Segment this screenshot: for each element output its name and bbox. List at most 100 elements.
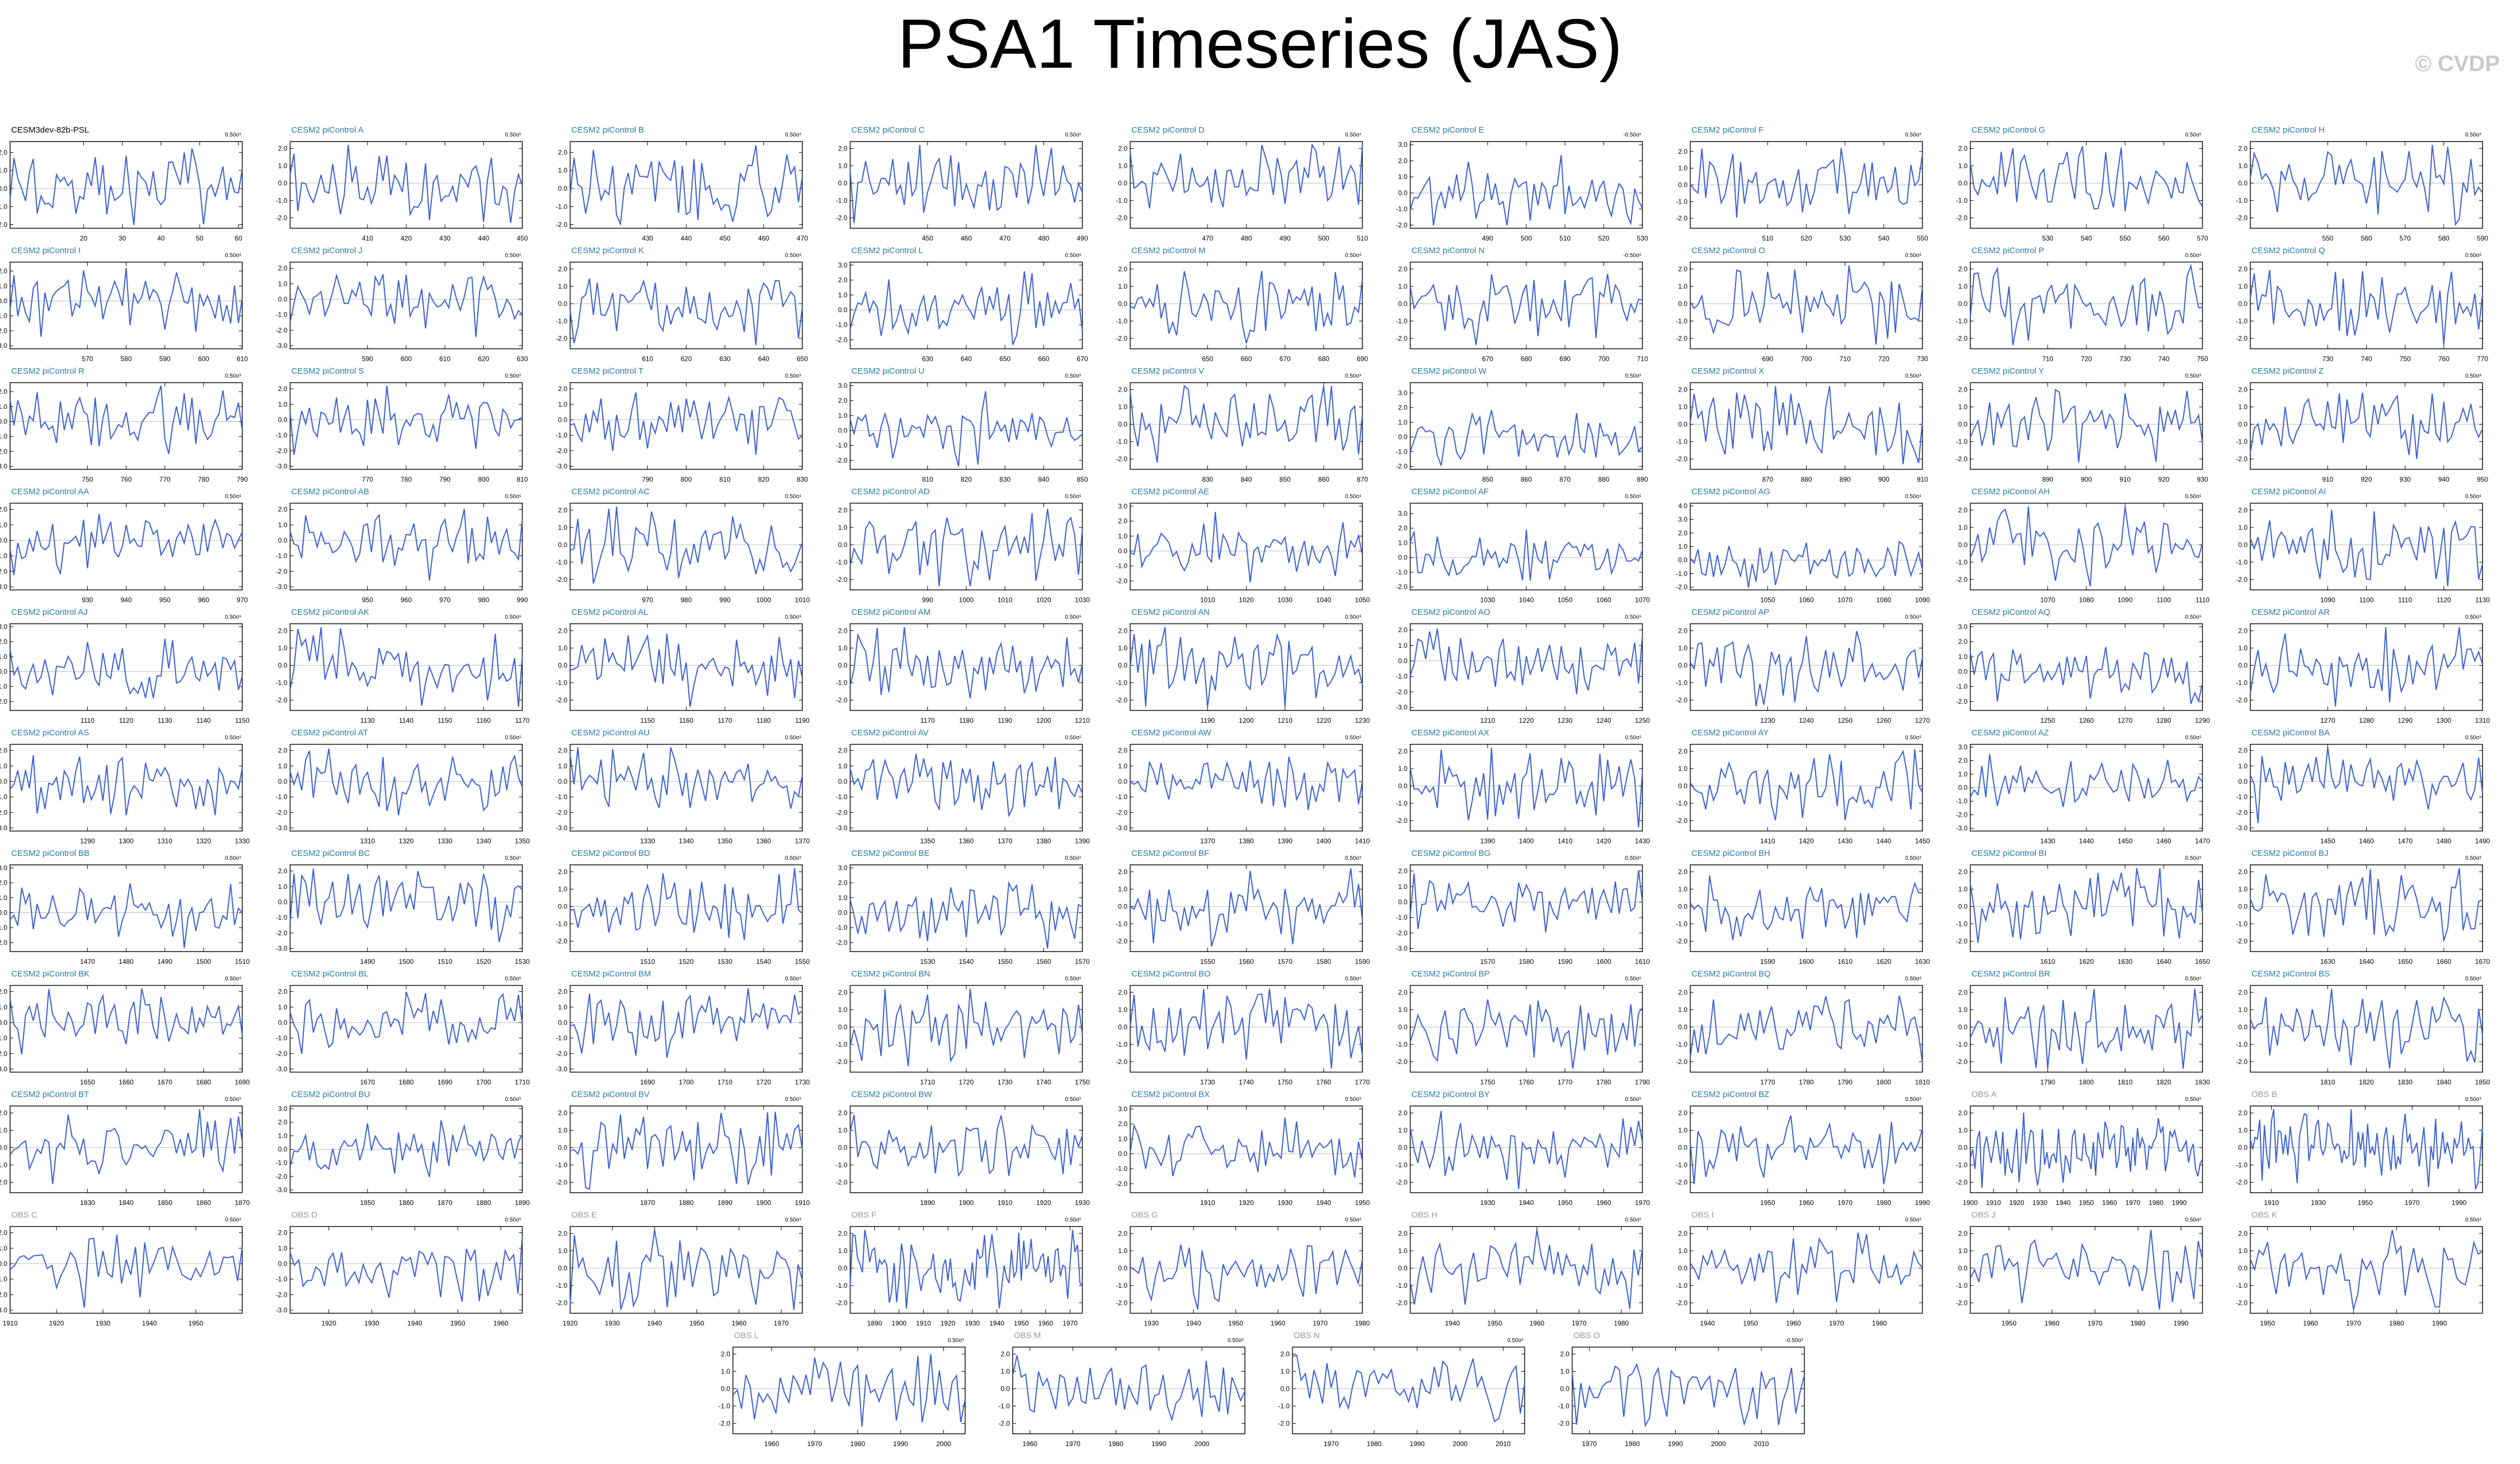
- pc-variance-label: 0.50σ¹: [2185, 494, 2202, 500]
- pc-variance-label: 0.50σ¹: [2185, 1217, 2202, 1223]
- timeseries-panel: CESM2 piControl BN 0.50σ¹ 2.0 1.0 0.0 -1.0 -2.…: [836, 969, 1090, 1086]
- x-tick-label: 1650: [2195, 958, 2210, 966]
- pc-variance-label: 0.50σ¹: [1905, 132, 1922, 138]
- x-tick-label: 1920: [1036, 1199, 1051, 1207]
- x-tick-label: 1080: [2079, 596, 2094, 604]
- y-tick-label: 1.0: [838, 644, 848, 652]
- x-tick-label: 860: [1521, 476, 1532, 483]
- y-tick-label: 1.0: [1118, 1135, 1127, 1143]
- timeseries-line: [10, 1109, 243, 1184]
- y-tick-label: -2.0: [998, 1419, 1010, 1427]
- x-tick-label: 1930: [605, 1320, 620, 1328]
- pc-variance-label: 0.50σ¹: [225, 1217, 242, 1223]
- panel-label: CESM2 piControl W: [1412, 366, 1487, 376]
- y-tick-label: 1.0: [2238, 762, 2248, 770]
- pc-variance-label: 0.50σ¹: [505, 976, 522, 982]
- x-tick-label: 1990: [1915, 1199, 1930, 1207]
- y-tick-label: 2.0: [1398, 1230, 1408, 1237]
- x-tick-label: 490: [1076, 234, 1088, 242]
- y-tick-label: 2.0: [0, 747, 7, 755]
- y-tick-label: 0.0: [1000, 1385, 1010, 1392]
- panel-label: CESM2 piControl P: [1972, 246, 2044, 256]
- timeseries-panel: OBS M 0.50σ¹ 2.0 1.0 0.0 -1.0 -2.0 1960 1970 1980…: [998, 1331, 1245, 1448]
- x-tick-label: 1060: [1596, 596, 1611, 604]
- x-tick-label: 1560: [1239, 958, 1254, 966]
- y-tick-label: -2.0: [2236, 1058, 2248, 1066]
- y-tick-label: 0.0: [1398, 1264, 1408, 1272]
- panel-label: CESM2 piControl N: [1412, 246, 1485, 256]
- x-tick-label: 1020: [1036, 596, 1051, 604]
- panel-label: CESM2 piControl F: [1691, 125, 1764, 135]
- timeseries-line: [1130, 385, 1363, 463]
- x-tick-label: 1600: [1596, 958, 1611, 966]
- x-tick-label: 1940: [1519, 1199, 1534, 1207]
- y-tick-label: 0.0: [2238, 902, 2248, 910]
- y-tick-label: -1.0: [1956, 1282, 1968, 1289]
- plot-frame: [1969, 623, 2203, 711]
- pc-variance-label: 0.50σ¹: [225, 1096, 242, 1103]
- plot-frame: [289, 1226, 523, 1314]
- x-tick-label: 770: [2477, 355, 2488, 363]
- y-tick-label: 2.0: [278, 506, 288, 514]
- x-tick-label: 1850: [157, 1199, 172, 1207]
- x-tick-label: 540: [2081, 234, 2092, 242]
- timeseries-panel: CESM2 piControl AM 0.50σ¹ 2.0 1.0 0.0 -1.0 -2.…: [836, 608, 1090, 724]
- y-tick-label: 2.0: [278, 747, 288, 755]
- pc-variance-label: 0.50σ¹: [1345, 373, 1362, 379]
- y-tick-label: 1.0: [278, 883, 288, 891]
- plot-frame: [1409, 1226, 1643, 1314]
- x-tick-label: 1530: [920, 958, 935, 966]
- x-tick-label: 610: [642, 355, 653, 363]
- y-tick-label: 2.0: [278, 988, 288, 996]
- timeseries-line: [289, 749, 523, 816]
- x-tick-label: 1590: [1558, 958, 1573, 966]
- x-tick-label: 420: [401, 234, 412, 242]
- y-tick-label: 2.0: [2238, 144, 2248, 152]
- pc-variance-label: 0.50σ¹: [785, 494, 802, 500]
- panel-label: CESM2 piControl S: [292, 366, 364, 376]
- x-tick-label: 1330: [438, 837, 453, 845]
- y-tick-label: 1.0: [1398, 1006, 1408, 1014]
- y-tick-label: 2.0: [0, 388, 7, 396]
- x-tick-label: 950: [362, 596, 373, 604]
- y-tick-label: 2.0: [2238, 988, 2248, 996]
- y-tick-label: 0.0: [1118, 1150, 1127, 1158]
- y-tick-label: -2.0: [1956, 1299, 1968, 1307]
- panel-label: CESM2 piControl J: [292, 246, 363, 256]
- timeseries-line: [10, 267, 243, 337]
- y-tick-label: 1.0: [558, 1003, 567, 1011]
- panel-label: CESM2 piControl BI: [1972, 849, 2047, 858]
- x-tick-label: 60: [234, 234, 242, 242]
- y-tick-label: -1.0: [0, 793, 7, 801]
- timeseries-panel: CESM2 piControl AN 0.50σ¹ 2.0 1.0 0.0 -1.0 -2.…: [1116, 608, 1370, 724]
- y-tick-label: -2.0: [0, 939, 7, 947]
- x-tick-label: 1980: [850, 1440, 866, 1448]
- y-tick-label: 1.0: [838, 162, 848, 170]
- timeseries-line: [570, 145, 803, 227]
- y-tick-label: 1.0: [2238, 162, 2248, 170]
- y-tick-label: -1.0: [276, 431, 288, 439]
- plot-frame: [1409, 382, 1643, 470]
- timeseries-line: [849, 391, 1083, 467]
- x-tick-label: 1370: [998, 837, 1013, 845]
- y-tick-label: 0.0: [558, 778, 567, 785]
- x-tick-label: 750: [82, 476, 93, 483]
- y-tick-label: -2.0: [276, 696, 288, 704]
- timeseries-line: [1690, 875, 1923, 940]
- y-tick-label: -2.0: [1676, 214, 1687, 222]
- x-tick-label: 1310: [360, 837, 375, 845]
- panel-label: CESM2 piControl L: [852, 246, 923, 256]
- timeseries-panel: CESM2 piControl AX 0.50σ¹ 2.0 1.0 0.0 -1.0 -2.…: [1396, 728, 1650, 845]
- x-tick-label: 550: [2119, 234, 2131, 242]
- x-tick-label: 1000: [959, 596, 974, 604]
- x-tick-label: 1150: [235, 717, 250, 724]
- y-tick-label: -1.0: [1676, 1282, 1687, 1289]
- x-tick-label: 1490: [157, 958, 172, 966]
- y-tick-label: 0.0: [838, 909, 848, 917]
- x-tick-label: 630: [922, 355, 933, 363]
- x-tick-label: 1960: [1022, 1440, 1037, 1448]
- y-tick-label: -2.0: [1116, 335, 1127, 342]
- y-tick-label: 2.0: [1678, 868, 1687, 875]
- panel-label: CESM2 piControl AJ: [11, 608, 88, 617]
- x-tick-label: 1890: [867, 1320, 882, 1328]
